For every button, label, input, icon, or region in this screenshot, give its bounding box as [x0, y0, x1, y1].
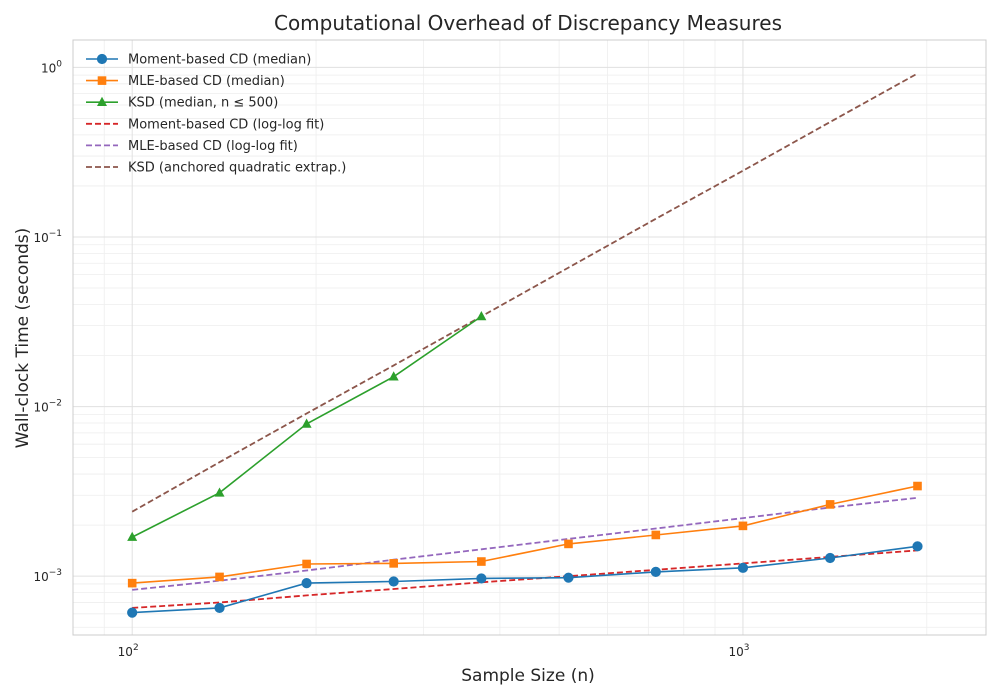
series-ksd-anchored-quadratic-extrap	[131, 72, 918, 513]
x-tick-label: 103	[728, 643, 749, 659]
y-tick-label: 10−2	[33, 399, 62, 415]
legend-item: Moment-based CD (log-log fit)	[86, 117, 324, 132]
x-tick-label: 102	[118, 643, 139, 659]
legend-item: Moment-based CD (median)	[86, 53, 311, 68]
series-line-moment-based-cd-log-log-fit	[132, 549, 918, 609]
legend-item: MLE-based CD (log-log fit)	[86, 139, 298, 154]
series-moment-based-cd-median	[127, 541, 923, 618]
x-axis-label: Sample Size (n)	[461, 666, 595, 686]
series-line-mle-based-cd-log-log-fit	[132, 496, 918, 591]
data-point	[563, 572, 574, 583]
data-point	[302, 559, 311, 569]
y-tick-label: 10−1	[33, 229, 62, 245]
data-point	[476, 311, 487, 321]
legend-item: KSD (median, n ≤ 500)	[86, 96, 278, 111]
series-mle-based-cd-median	[127, 481, 922, 588]
data-point	[301, 578, 312, 589]
legend-marker	[96, 53, 108, 65]
y-axis-ticks: 10−3 10−2 10−1 100	[33, 59, 62, 584]
data-point	[388, 576, 399, 587]
data-point	[389, 559, 398, 568]
data-point	[737, 562, 749, 573]
series-mle-based-cd-log-log-fit	[132, 496, 918, 591]
data-point	[825, 552, 836, 564]
legend-label: KSD (anchored quadratic extrap.)	[128, 161, 346, 176]
data-point	[825, 500, 835, 509]
data-point	[127, 607, 138, 618]
chart-title: Computational Overhead of Discrepancy Me…	[274, 11, 782, 35]
legend-label: Moment-based CD (log-log fit)	[128, 117, 324, 132]
series-ksd-median-n-500	[127, 311, 487, 541]
x-axis-ticks: 102 103	[118, 643, 750, 659]
data-point	[214, 487, 225, 497]
legend: Moment-based CD (median) MLE-based CD (me…	[86, 53, 346, 176]
data-point	[127, 531, 138, 541]
plot-frame	[72, 39, 987, 636]
data-point	[564, 539, 573, 549]
plot-background	[73, 40, 986, 635]
legend-label: Moment-based CD (median)	[128, 53, 311, 68]
series-line-ksd-anchored-quadratic-extrap	[131, 72, 918, 513]
data-point	[913, 481, 922, 491]
legend-label: MLE-based CD (median)	[128, 74, 285, 89]
data-point	[301, 418, 312, 428]
legend-item: KSD (anchored quadratic extrap.)	[86, 161, 346, 176]
plot-area	[72, 39, 987, 636]
legend-marker	[97, 76, 107, 85]
legend-label: KSD (median, n ≤ 500)	[128, 96, 278, 111]
legend-marker	[97, 96, 107, 106]
series-moment-based-cd-log-log-fit	[132, 549, 918, 609]
data-point	[476, 573, 487, 584]
data-point	[651, 530, 661, 540]
series-line-moment-based-cd-median	[132, 545, 918, 614]
data-point	[127, 578, 137, 588]
data-point	[738, 521, 748, 531]
data-point	[477, 557, 486, 566]
legend-item: MLE-based CD (median)	[86, 74, 285, 89]
data-point	[650, 566, 661, 577]
data-point	[214, 602, 225, 614]
series-layer	[127, 72, 923, 618]
legend-label: MLE-based CD (log-log fit)	[128, 139, 298, 154]
data-point	[215, 572, 224, 582]
data-point	[388, 371, 399, 381]
y-tick-label: 100	[41, 59, 62, 75]
series-line-mle-based-cd-median	[132, 485, 918, 584]
data-point	[912, 541, 923, 552]
y-tick-label: 10−3	[33, 568, 62, 584]
y-axis-label: Wall-clock Time (seconds)	[13, 228, 33, 449]
